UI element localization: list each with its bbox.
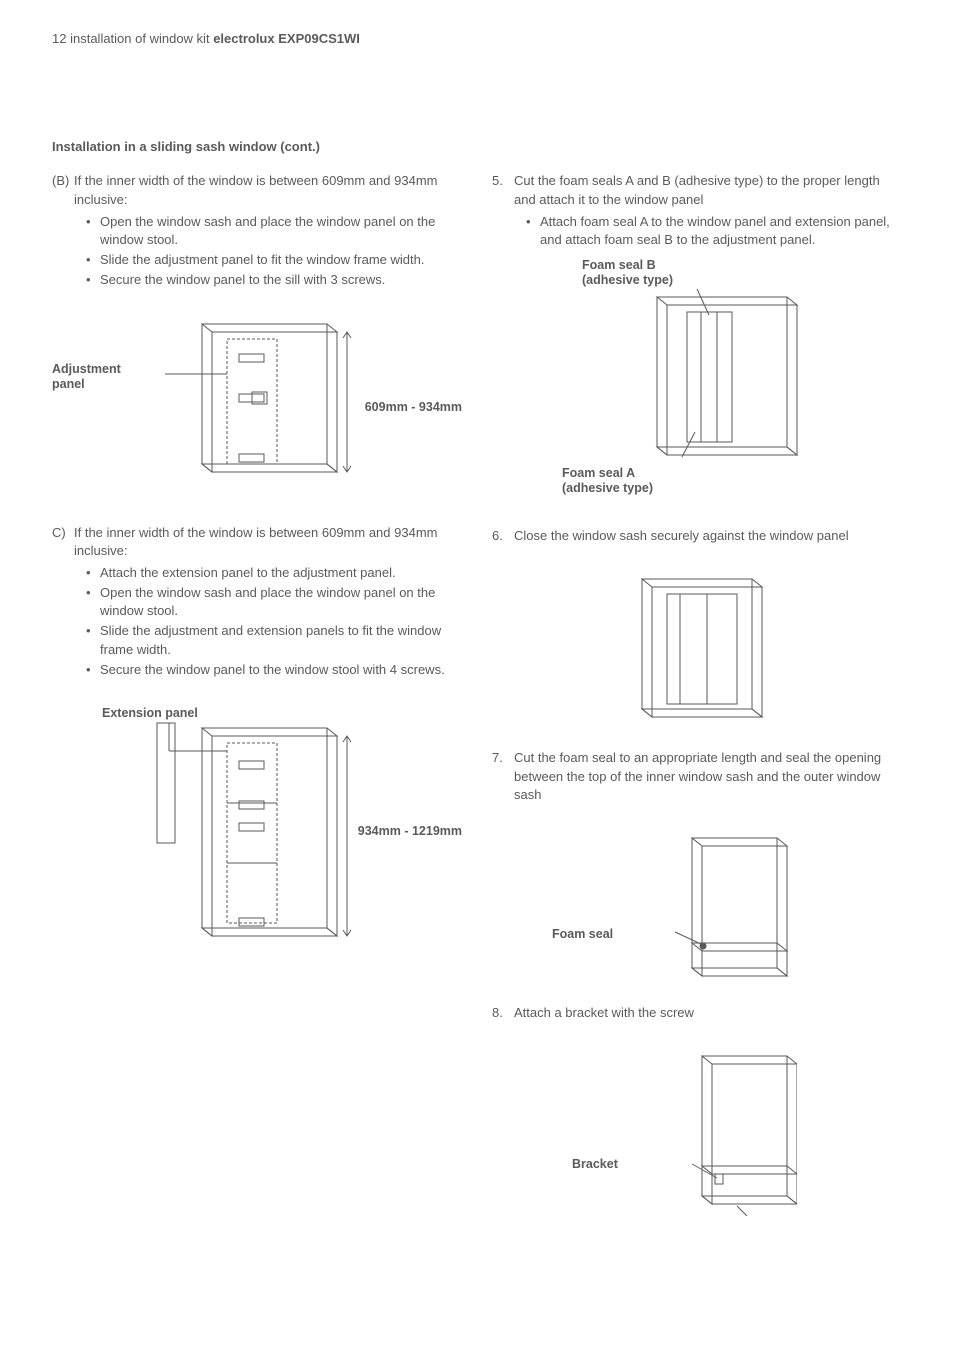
step-b-bullet: Secure the window panel to the sill with… bbox=[90, 271, 462, 289]
step-8-marker: 8. bbox=[492, 1004, 514, 1022]
step-7-text: Cut the foam seal to an appropriate leng… bbox=[514, 749, 898, 804]
step-b-text: If the inner width of the window is betw… bbox=[74, 172, 458, 208]
figure-b-svg bbox=[127, 314, 387, 494]
step-5: 5.Cut the foam seals A and B (adhesive t… bbox=[492, 172, 902, 249]
figure-c-label-extension: Extension panel bbox=[102, 705, 198, 723]
step-b-marker: (B) bbox=[52, 172, 74, 190]
figure-c-dimension: 934mm - 1219mm bbox=[358, 823, 462, 841]
section-title: Installation in a sliding sash window (c… bbox=[52, 138, 902, 156]
step-c-bullet: Secure the window panel to the window st… bbox=[90, 661, 462, 679]
step-b-bullet: Open the window sash and place the windo… bbox=[90, 213, 462, 249]
figure-8-label: Bracket bbox=[572, 1156, 618, 1174]
figure-8-svg bbox=[597, 1046, 797, 1216]
figure-5: Foam seal B (adhesive type) Foam seal A … bbox=[492, 257, 902, 497]
step-8: 8.Attach a bracket with the screw bbox=[492, 1004, 902, 1022]
step-5-bullets: Attach foam seal A to the window panel a… bbox=[492, 213, 902, 249]
header-model: EXP09CS1WI bbox=[278, 31, 360, 46]
figure-7: Foam seal bbox=[492, 828, 902, 988]
step-8-text: Attach a bracket with the screw bbox=[514, 1004, 898, 1022]
step-c-bullet: Open the window sash and place the windo… bbox=[90, 584, 462, 620]
figure-b-label-adjustment: Adjustment panel bbox=[52, 362, 132, 392]
step-c-bullet: Attach the extension panel to the adjust… bbox=[90, 564, 462, 582]
right-column: 5.Cut the foam seals A and B (adhesive t… bbox=[492, 172, 902, 1216]
step-5-marker: 5. bbox=[492, 172, 514, 190]
figure-c-svg bbox=[127, 703, 387, 953]
page-number: 12 bbox=[52, 31, 66, 46]
left-column: (B)If the inner width of the window is b… bbox=[52, 172, 462, 1216]
step-6-text: Close the window sash securely against t… bbox=[514, 527, 898, 545]
figure-b-dimension: 609mm - 934mm bbox=[365, 399, 462, 417]
header-brand: electrolux bbox=[213, 31, 274, 46]
step-c-bullet: Slide the adjustment and extension panel… bbox=[90, 622, 462, 658]
step-7: 7.Cut the foam seal to an appropriate le… bbox=[492, 749, 902, 804]
header-section: installation of window kit bbox=[70, 31, 209, 46]
figure-7-svg bbox=[597, 828, 797, 988]
figure-6-svg bbox=[622, 569, 772, 729]
step-6: 6.Close the window sash securely against… bbox=[492, 527, 902, 545]
page-header: 12 installation of window kit electrolux… bbox=[52, 30, 902, 48]
step-c-marker: C) bbox=[52, 524, 74, 542]
figure-8: Bracket bbox=[492, 1046, 902, 1216]
step-7-marker: 7. bbox=[492, 749, 514, 767]
step-b-bullets: Open the window sash and place the windo… bbox=[52, 213, 462, 290]
step-6-marker: 6. bbox=[492, 527, 514, 545]
step-c-bullets: Attach the extension panel to the adjust… bbox=[52, 564, 462, 679]
step-b-bullet: Slide the adjustment panel to fit the wi… bbox=[90, 251, 462, 269]
step-5-bullet: Attach foam seal A to the window panel a… bbox=[530, 213, 902, 249]
content-columns: (B)If the inner width of the window is b… bbox=[52, 172, 902, 1216]
figure-5-label-b2: (adhesive type) bbox=[582, 272, 673, 290]
figure-5-svg bbox=[567, 257, 827, 497]
figure-c: Extension panel 934mm - 1219mm bbox=[52, 703, 462, 953]
step-c: C)If the inner width of the window is be… bbox=[52, 524, 462, 680]
step-5-text: Cut the foam seals A and B (adhesive typ… bbox=[514, 172, 898, 208]
figure-5-label-a2: (adhesive type) bbox=[562, 480, 653, 498]
figure-b: Adjustment panel 609mm - 934mm bbox=[52, 314, 462, 494]
step-c-text: If the inner width of the window is betw… bbox=[74, 524, 458, 560]
figure-6 bbox=[492, 569, 902, 729]
figure-7-label: Foam seal bbox=[552, 926, 613, 944]
step-b: (B)If the inner width of the window is b… bbox=[52, 172, 462, 289]
